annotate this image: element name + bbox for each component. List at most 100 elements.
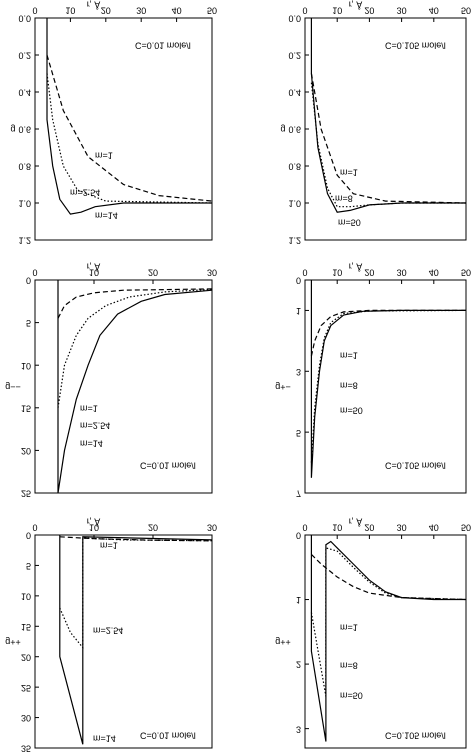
x-tick-label: 30 [397, 523, 407, 533]
x-tick-label: 10 [332, 268, 342, 278]
x-axis-label: r, Å [87, 0, 101, 10]
x-tick-label: 0 [302, 523, 307, 533]
y-tick-label: 5 [26, 318, 31, 328]
x-tick-label: 10 [89, 268, 99, 278]
curve [57, 280, 213, 494]
x-tick-label: 50 [461, 268, 471, 278]
y-tick-label: 5 [296, 428, 301, 438]
curve-label: m=50 [340, 406, 363, 416]
y-tick-label: 7 [296, 489, 301, 499]
x-tick-label: 40 [172, 6, 182, 16]
x-tick-label: 30 [207, 523, 217, 533]
curve-label: m=2.54 [93, 626, 123, 636]
y-tick-label: 15 [21, 403, 31, 413]
frame [34, 534, 213, 749]
curve [310, 280, 466, 478]
x-tick-label: 0 [302, 6, 307, 16]
curve [57, 288, 213, 408]
y-tick-label: 3 [296, 367, 301, 377]
frame [304, 279, 467, 494]
y-tick-label: 1.0 [288, 199, 301, 209]
curve-label: m=50 [338, 218, 361, 228]
x-tick-label: 20 [364, 6, 374, 16]
y-tick-label: 20 [21, 446, 31, 456]
x-tick-label: 0 [32, 6, 37, 16]
curve-label: m=1 [340, 168, 358, 178]
y-tick-label: 2 [296, 660, 301, 670]
curve-label: m=8 [340, 661, 358, 671]
curve [46, 18, 212, 215]
curve [310, 309, 466, 357]
y-tick-label: 0.0 [18, 14, 31, 24]
x-tick-label: 20 [101, 6, 111, 16]
y-tick-label: 10 [21, 361, 31, 371]
y-tick-label: 0 [296, 531, 301, 541]
curve [59, 537, 213, 650]
y-tick-label: 1 [296, 306, 301, 316]
x-tick-label: 0 [302, 268, 307, 278]
annotation: C=0.105 mole/l [385, 731, 446, 741]
x-axis-label: r, Å [87, 262, 101, 272]
x-axis-label: r, Å [349, 517, 363, 527]
curve [310, 309, 467, 463]
curve-label: m=1 [100, 541, 118, 551]
x-tick-label: 50 [207, 6, 217, 16]
x-tick-label: 50 [461, 523, 471, 533]
x-tick-label: 20 [148, 523, 158, 533]
curve-label: m=14 [80, 439, 103, 449]
frame [304, 17, 467, 241]
y-tick-label: 10 [21, 591, 31, 601]
y-axis-label: g+− [275, 382, 291, 392]
curve [310, 547, 467, 697]
curve [59, 535, 213, 745]
x-tick-label: 0 [32, 523, 37, 533]
frame [304, 534, 467, 749]
x-axis-label: r, Å [87, 517, 101, 527]
curve-label: m=14 [93, 734, 116, 744]
curve [46, 54, 213, 202]
curve-label: m=14 [95, 211, 118, 221]
curve-label: m=2.54 [80, 421, 110, 431]
y-tick-label: 1 [296, 595, 301, 605]
y-tick-label: 0.8 [288, 162, 301, 172]
curve [310, 535, 466, 742]
y-tick-label: 0 [296, 276, 301, 286]
y-tick-label: 25 [21, 683, 31, 693]
y-tick-label: 1.2 [288, 236, 301, 246]
y-tick-label: 25 [21, 489, 31, 499]
curve [310, 18, 466, 213]
x-axis-label: r, Å [349, 262, 363, 272]
y-tick-label: 0.2 [288, 51, 301, 61]
curve [310, 73, 467, 204]
x-tick-label: 50 [461, 6, 471, 16]
y-tick-label: 15 [21, 622, 31, 632]
curve-label: m=8 [335, 194, 353, 204]
y-tick-label: 0.6 [18, 125, 31, 135]
curve-label: m=1 [340, 623, 358, 633]
y-tick-label: 1.2 [18, 236, 31, 246]
annotation: C=0.01 mole/l [140, 461, 196, 471]
x-tick-label: 30 [136, 6, 146, 16]
y-tick-label: 1.0 [18, 199, 31, 209]
x-tick-label: 10 [65, 6, 75, 16]
y-tick-label: 0.0 [288, 14, 301, 24]
x-tick-label: 10 [332, 6, 342, 16]
curve-label: m=50 [340, 691, 363, 701]
y-tick-label: 20 [21, 652, 31, 662]
y-axis-label: g++ [5, 637, 21, 647]
y-tick-label: 5 [26, 561, 31, 571]
curve [310, 82, 466, 208]
annotation: C=0.105 mole/l [385, 41, 446, 51]
curve-label: m=1 [80, 404, 98, 414]
x-tick-label: 20 [364, 268, 374, 278]
y-tick-label: 30 [21, 713, 31, 723]
x-tick-label: 0 [32, 268, 37, 278]
curve-label: m=8 [340, 381, 358, 391]
y-tick-label: 0 [26, 276, 31, 286]
frame [34, 279, 213, 494]
x-axis-label: r, Å [349, 0, 363, 10]
curve-label: m=1 [95, 151, 113, 161]
annotation: C=0.105 mole/l [385, 461, 446, 471]
y-tick-label: 0.4 [18, 88, 31, 98]
